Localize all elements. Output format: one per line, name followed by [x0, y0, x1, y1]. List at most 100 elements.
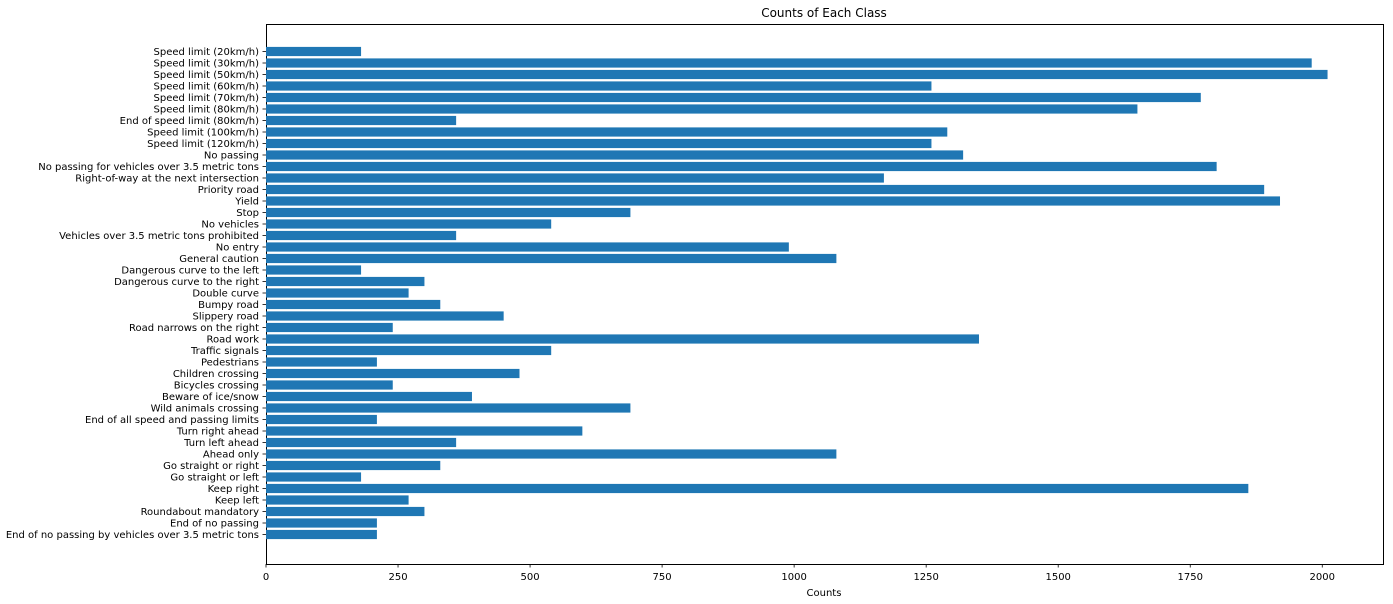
bar: [266, 196, 1281, 206]
y-tick-label: Speed limit (20km/h): [154, 47, 260, 58]
y-tick-label: End of all speed and passing limits: [85, 415, 259, 426]
y-tick-label: Yield: [234, 197, 259, 208]
y-tick-label: Go straight or right: [163, 461, 259, 472]
bar: [266, 69, 1328, 80]
bar: [266, 483, 1249, 494]
bar: [266, 161, 1217, 172]
bar: [266, 265, 362, 275]
y-tick-label: Pedestrians: [201, 358, 259, 369]
y-tick-label: No entry: [216, 243, 259, 254]
y-tick-label: Beware of ice/snow: [162, 392, 259, 403]
bar: [266, 276, 425, 287]
y-tick-label: End of no passing by vehicles over 3.5 m…: [6, 530, 259, 541]
bar: [266, 506, 425, 517]
y-tick-label: Bicycles crossing: [174, 381, 259, 392]
x-tick-label: 2000: [1310, 572, 1335, 583]
y-tick-label: Keep right: [208, 484, 259, 495]
y-tick-label: Turn right ahead: [176, 427, 259, 438]
x-tick-label: 750: [653, 572, 672, 583]
bar: [266, 437, 457, 448]
bar: [266, 311, 504, 321]
bar: [266, 403, 631, 413]
bar: [266, 518, 377, 528]
y-tick-label: End of no passing: [170, 519, 259, 530]
y-tick-label: End of speed limit (80km/h): [120, 116, 259, 127]
y-tick-label: Roundabout mandatory: [141, 507, 260, 518]
bar: [266, 184, 1265, 195]
bar: [266, 449, 837, 459]
x-axis-label: Counts: [807, 588, 842, 599]
bar: [266, 138, 932, 149]
bar: [266, 104, 1138, 114]
y-tick-label: Speed limit (60km/h): [154, 82, 260, 93]
y-tick-label: Dangerous curve to the left: [121, 266, 259, 277]
bar: [266, 368, 520, 379]
bar: [266, 460, 441, 471]
bar: [266, 58, 1312, 68]
bar: [266, 115, 457, 126]
x-tick-label: 1000: [781, 572, 806, 583]
y-tick-label: No passing: [204, 151, 259, 162]
y-tick-label: No vehicles: [201, 220, 259, 231]
bar: [266, 334, 979, 344]
bar: [266, 92, 1201, 103]
y-tick-label: Keep left: [215, 496, 259, 507]
y-tick-label: Double curve: [192, 289, 259, 300]
y-tick-label: Turn left ahead: [183, 438, 259, 449]
bar: [266, 299, 441, 310]
bar: [266, 81, 932, 91]
bar: [266, 150, 964, 160]
bar: [266, 127, 948, 137]
y-tick-label: Slippery road: [193, 312, 259, 323]
x-tick-label: 1750: [1178, 572, 1203, 583]
x-tick-label: 1250: [913, 572, 938, 583]
y-tick-label: Speed limit (30km/h): [154, 59, 260, 70]
bar: [266, 242, 789, 252]
y-tick-label: Speed limit (80km/h): [154, 105, 260, 116]
bar: [266, 322, 393, 333]
y-tick-label: Bumpy road: [198, 300, 259, 311]
bars: [266, 46, 1328, 540]
y-tick-label: Speed limit (100km/h): [147, 128, 259, 139]
bar: [266, 288, 409, 298]
y-tick-label: No passing for vehicles over 3.5 metric …: [38, 162, 259, 173]
bar: [266, 345, 552, 356]
x-tick-label: 1500: [1045, 572, 1070, 583]
y-tick-label: Right-of-way at the next intersection: [75, 174, 259, 185]
bar: [266, 529, 377, 540]
x-axis-ticks: 0 250 500 750 1000 1250 1500 1750 2000: [263, 564, 1335, 583]
bar: [266, 426, 583, 436]
y-tick-label: Speed limit (50km/h): [154, 70, 260, 81]
y-tick-label: Stop: [236, 208, 259, 219]
y-tick-label: Priority road: [198, 185, 259, 196]
y-tick-label: Dangerous curve to the right: [114, 277, 259, 288]
y-tick-label: Road narrows on the right: [129, 323, 259, 334]
y-tick-label: Road work: [207, 335, 260, 346]
y-tick-label: Vehicles over 3.5 metric tons prohibited: [59, 231, 259, 242]
bar: [266, 230, 457, 241]
chart-title: Counts of Each Class: [761, 6, 887, 20]
y-tick-label: Speed limit (70km/h): [154, 93, 260, 104]
bar: [266, 46, 362, 57]
bar: [266, 357, 377, 367]
y-axis-ticks: Speed limit (20km/h)Speed limit (30km/h)…: [6, 47, 266, 541]
bar: [266, 472, 362, 482]
y-tick-label: Traffic signals: [190, 346, 259, 357]
bar: [266, 219, 552, 229]
bar: [266, 495, 409, 505]
y-tick-label: General caution: [179, 254, 259, 265]
y-tick-label: Go straight or left: [170, 473, 259, 484]
bar: [266, 414, 377, 425]
bar: [266, 380, 393, 390]
bar: [266, 173, 884, 183]
bar: [266, 391, 472, 402]
y-tick-label: Children crossing: [173, 369, 259, 380]
y-tick-label: Wild animals crossing: [151, 404, 259, 415]
y-tick-label: Speed limit (120km/h): [147, 139, 259, 150]
x-tick-label: 250: [388, 572, 407, 583]
bar: [266, 207, 631, 218]
x-tick-label: 500: [521, 572, 540, 583]
bar: [266, 253, 837, 264]
y-tick-label: Ahead only: [203, 450, 259, 461]
